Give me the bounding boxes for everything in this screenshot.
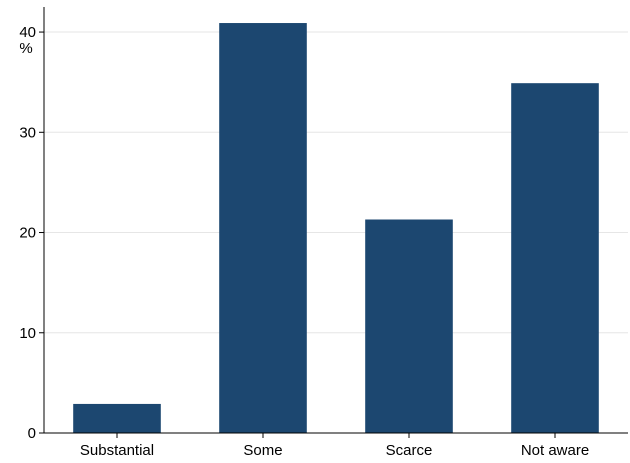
y-tick-label: 30 [19, 124, 36, 141]
bar-not-aware [511, 83, 599, 433]
y-tick-label: 20 [19, 225, 36, 242]
bars [73, 23, 599, 433]
x-tick-label: Substantial [80, 442, 154, 459]
axes [43, 7, 628, 434]
x-tick-label: Scarce [386, 442, 433, 459]
x-tick-label: Some [243, 442, 282, 459]
y-tick-label: 10 [19, 325, 36, 342]
bar-scarce [365, 219, 453, 433]
bar-substantial [73, 403, 161, 433]
y-axis-label: % [19, 40, 32, 57]
y-tick-label: 40 [19, 24, 36, 41]
x-tick-label: Not aware [521, 442, 589, 459]
x-ticks: Substantial Some Scarce Not aware [80, 433, 589, 459]
y-tick-label: 0 [28, 425, 36, 442]
y-ticks: 0 10 20 30 40 [19, 24, 44, 442]
bar-some [219, 23, 307, 433]
